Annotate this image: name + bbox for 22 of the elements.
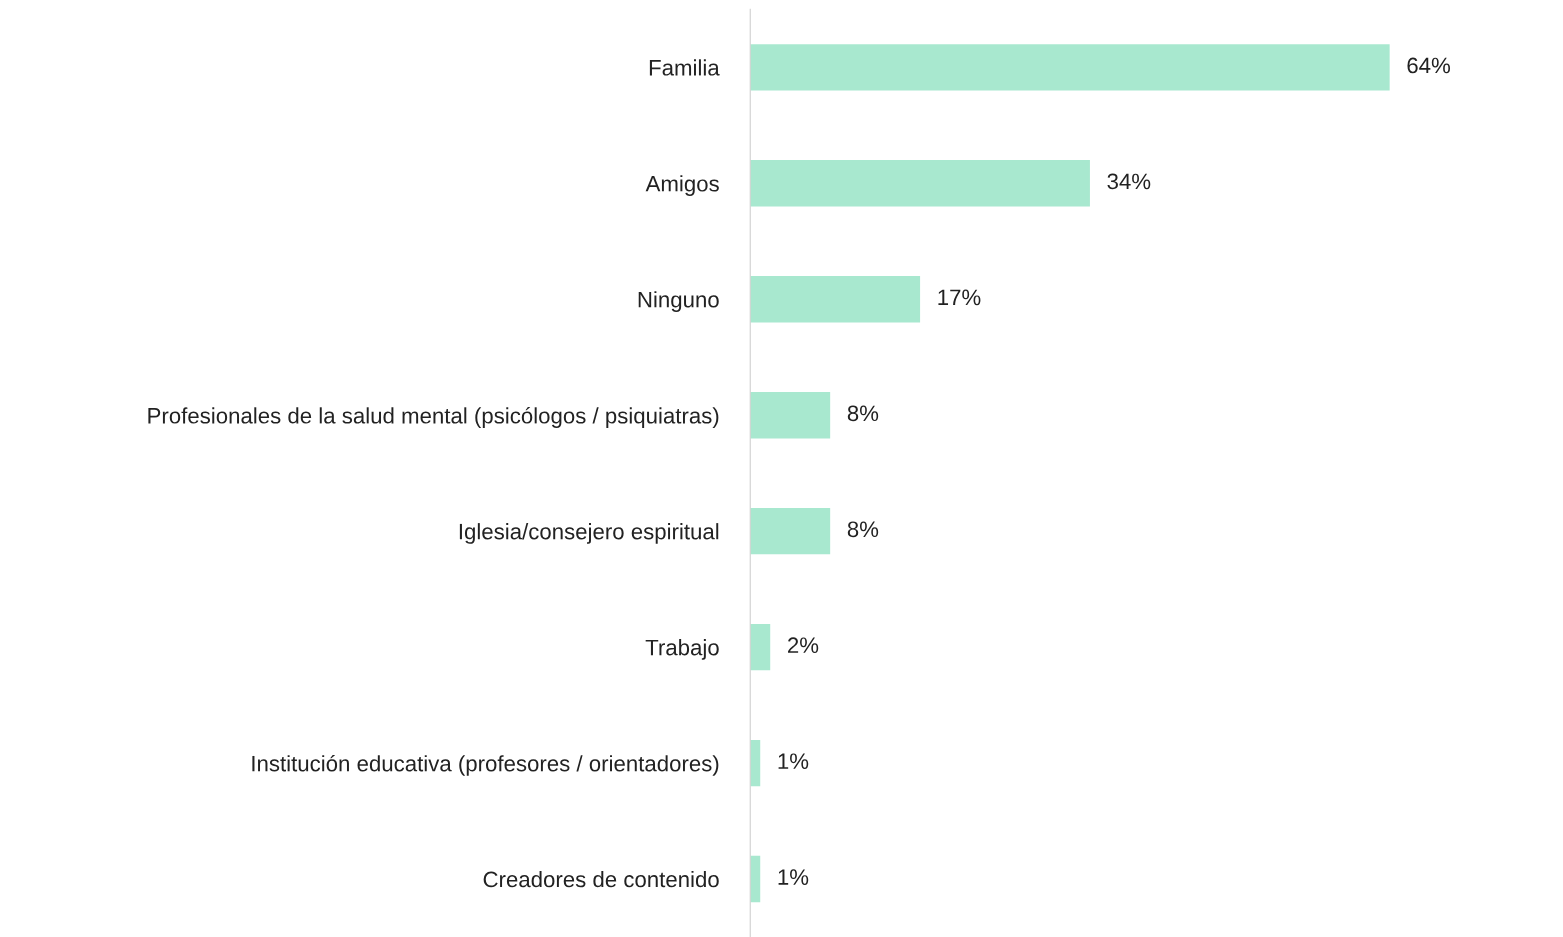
y-tick-label: Trabajo [645,639,719,660]
bar [750,276,921,323]
bar [750,392,831,439]
bar [750,160,1090,207]
data-label: 2% [788,637,819,653]
y-tick-label: Creadores de contenido [483,870,719,888]
bar [750,623,771,671]
y-tick-label: Ninguno [638,291,719,312]
data-label: 1% [778,869,809,885]
data-label: 64% [1407,57,1450,74]
y-tick-label: Profesionales de la salud mental (psicólogos / psiquiatras) [148,407,719,428]
data-label: 34% [1107,173,1151,190]
y-tick-label: Iglesia/consejero espiritual [459,523,719,544]
data-label: 8% [847,521,879,538]
y-tick-label: Amigos [645,175,719,196]
data-label: 1% [778,753,809,769]
data-label: 17% [938,289,981,306]
bar [750,507,831,555]
y-tick-label: Familia [649,59,720,76]
bar [750,44,1390,91]
y-tick-label: Institución educativa (profesores / orientadores) [252,754,719,776]
data-label: 8% [847,405,879,422]
